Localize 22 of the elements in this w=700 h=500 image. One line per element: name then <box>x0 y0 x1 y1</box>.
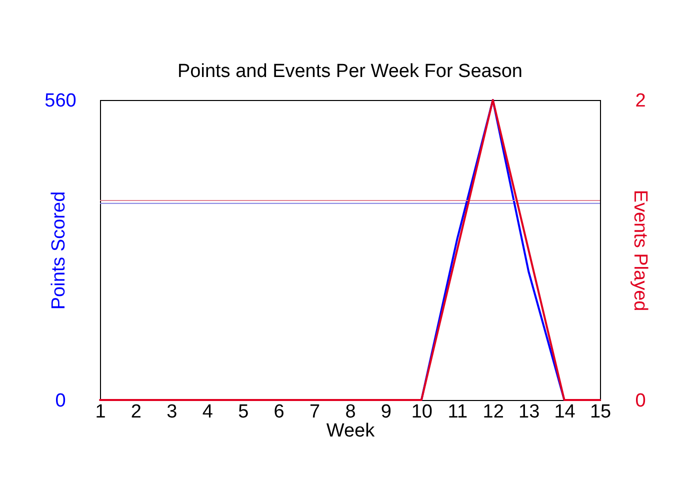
x-tick-label: 15 <box>590 402 612 422</box>
y2-tick-label: 0 <box>635 390 646 412</box>
x-tick-label: 12 <box>482 402 504 422</box>
x-tick-label: 13 <box>518 402 540 422</box>
x-tick-label: 4 <box>202 402 214 422</box>
chart-title: Points and Events Per Week For Season <box>178 61 522 82</box>
x-tick-label: 5 <box>238 402 249 422</box>
x-tick-label: 10 <box>411 402 432 422</box>
y2-axis-title: Events Played <box>630 190 650 312</box>
x-tick-label: 9 <box>380 402 392 422</box>
x-tick-label: 8 <box>345 402 356 422</box>
x-tick-label: 7 <box>309 402 320 422</box>
x-tick-label: 3 <box>166 402 178 422</box>
y-tick-label: 560 <box>44 90 76 112</box>
x-tick-label: 6 <box>274 402 284 422</box>
x-tick-label: 14 <box>554 402 576 422</box>
y-axis-title: Points Scored <box>48 191 70 310</box>
x-tick-label: 1 <box>95 402 106 422</box>
x-axis-title: Week <box>326 420 376 442</box>
y2-tick-label: 2 <box>635 90 646 112</box>
x-tick-label: 2 <box>130 402 142 422</box>
x-tick-label: 11 <box>448 402 468 422</box>
